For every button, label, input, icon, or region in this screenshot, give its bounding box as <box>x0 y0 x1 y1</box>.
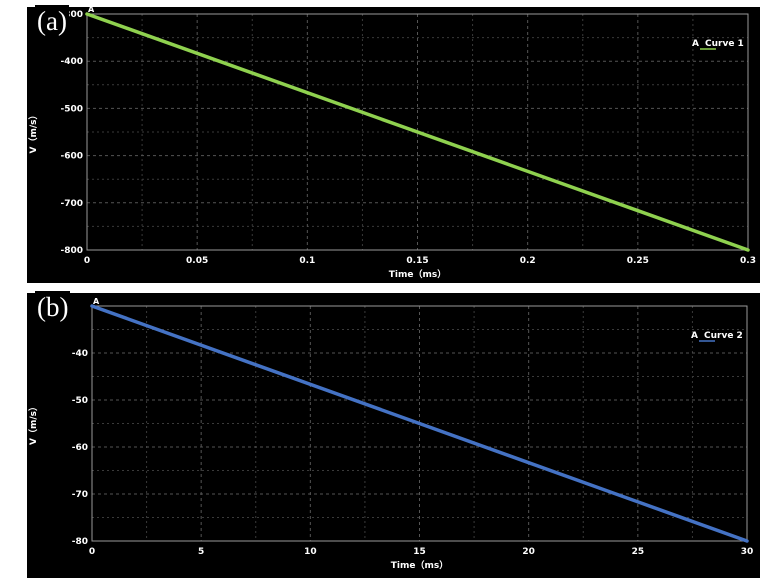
x-tick-label: 0.15 <box>406 256 428 266</box>
x-tick-label: 0 <box>84 256 90 266</box>
y-tick-label: -400 <box>60 57 83 67</box>
x-tick-label: 10 <box>304 547 317 557</box>
panel-label-a: (a) <box>35 5 69 37</box>
y-tick-label: -800 <box>60 246 83 256</box>
chart-b-svg: 0 5 10 15 20 25 30 -40 -50 -60 -70 -80 Time（ms） V（m/s… <box>28 297 754 571</box>
series-marker-label: A <box>88 7 95 14</box>
legend: A Curve 1 <box>692 39 744 50</box>
legend-marker-label: A <box>691 331 698 341</box>
y-tick-label: -300 <box>60 10 83 20</box>
x-tick-label: 0.1 <box>299 256 315 266</box>
x-tick-label: 0.05 <box>186 256 208 266</box>
y-tick-label: -80 <box>72 537 88 547</box>
y-tick-label: -700 <box>60 199 83 209</box>
x-axis-label: Time（ms） <box>389 269 446 280</box>
chart-panel-b: 0 5 10 15 20 25 30 -40 -50 -60 -70 -80 Time（ms） V（m/s… <box>27 291 760 578</box>
x-tick-label: 0.3 <box>740 256 756 266</box>
chart-a-svg: 0 0.05 0.1 0.15 0.2 0.25 0.3 -300 -400 -500 -600 -7… <box>28 7 756 280</box>
plot-frame <box>91 305 748 542</box>
y-tick-label: -600 <box>60 152 83 162</box>
legend-marker-label: A <box>692 39 699 49</box>
legend-entry: Curve 1 <box>705 39 744 49</box>
x-axis-label: Time（ms） <box>391 560 448 571</box>
series-line-1 <box>85 12 750 252</box>
x-tick-label: 15 <box>413 547 426 557</box>
x-tick-label: 25 <box>632 547 645 557</box>
panel-label-b: (b) <box>35 291 71 323</box>
legend: A Curve 2 <box>691 331 743 342</box>
y-axis-label: V（m/s） <box>28 111 39 154</box>
x-tick-label: 30 <box>741 547 754 557</box>
x-tick-label: 20 <box>522 547 535 557</box>
chart-panel-a: 0 0.05 0.1 0.15 0.2 0.25 0.3 -300 -400 -500 -600 -7… <box>27 5 760 283</box>
plot-frame <box>86 13 749 251</box>
y-tick-label: -70 <box>72 490 88 500</box>
y-tick-label: -50 <box>72 396 88 406</box>
legend-entry: Curve 2 <box>704 331 743 341</box>
x-tick-label: 5 <box>198 547 204 557</box>
y-tick-label: -500 <box>60 104 83 114</box>
x-tick-label: 0 <box>89 547 95 557</box>
x-tick-label: 0.2 <box>520 256 536 266</box>
y-tick-label: -40 <box>72 349 88 359</box>
y-axis-label: V（m/s） <box>28 402 39 445</box>
x-tick-label: 0.25 <box>627 256 649 266</box>
series-line-1 <box>90 304 749 543</box>
y-tick-label: -60 <box>72 443 88 453</box>
series-marker-label: A <box>93 297 100 306</box>
